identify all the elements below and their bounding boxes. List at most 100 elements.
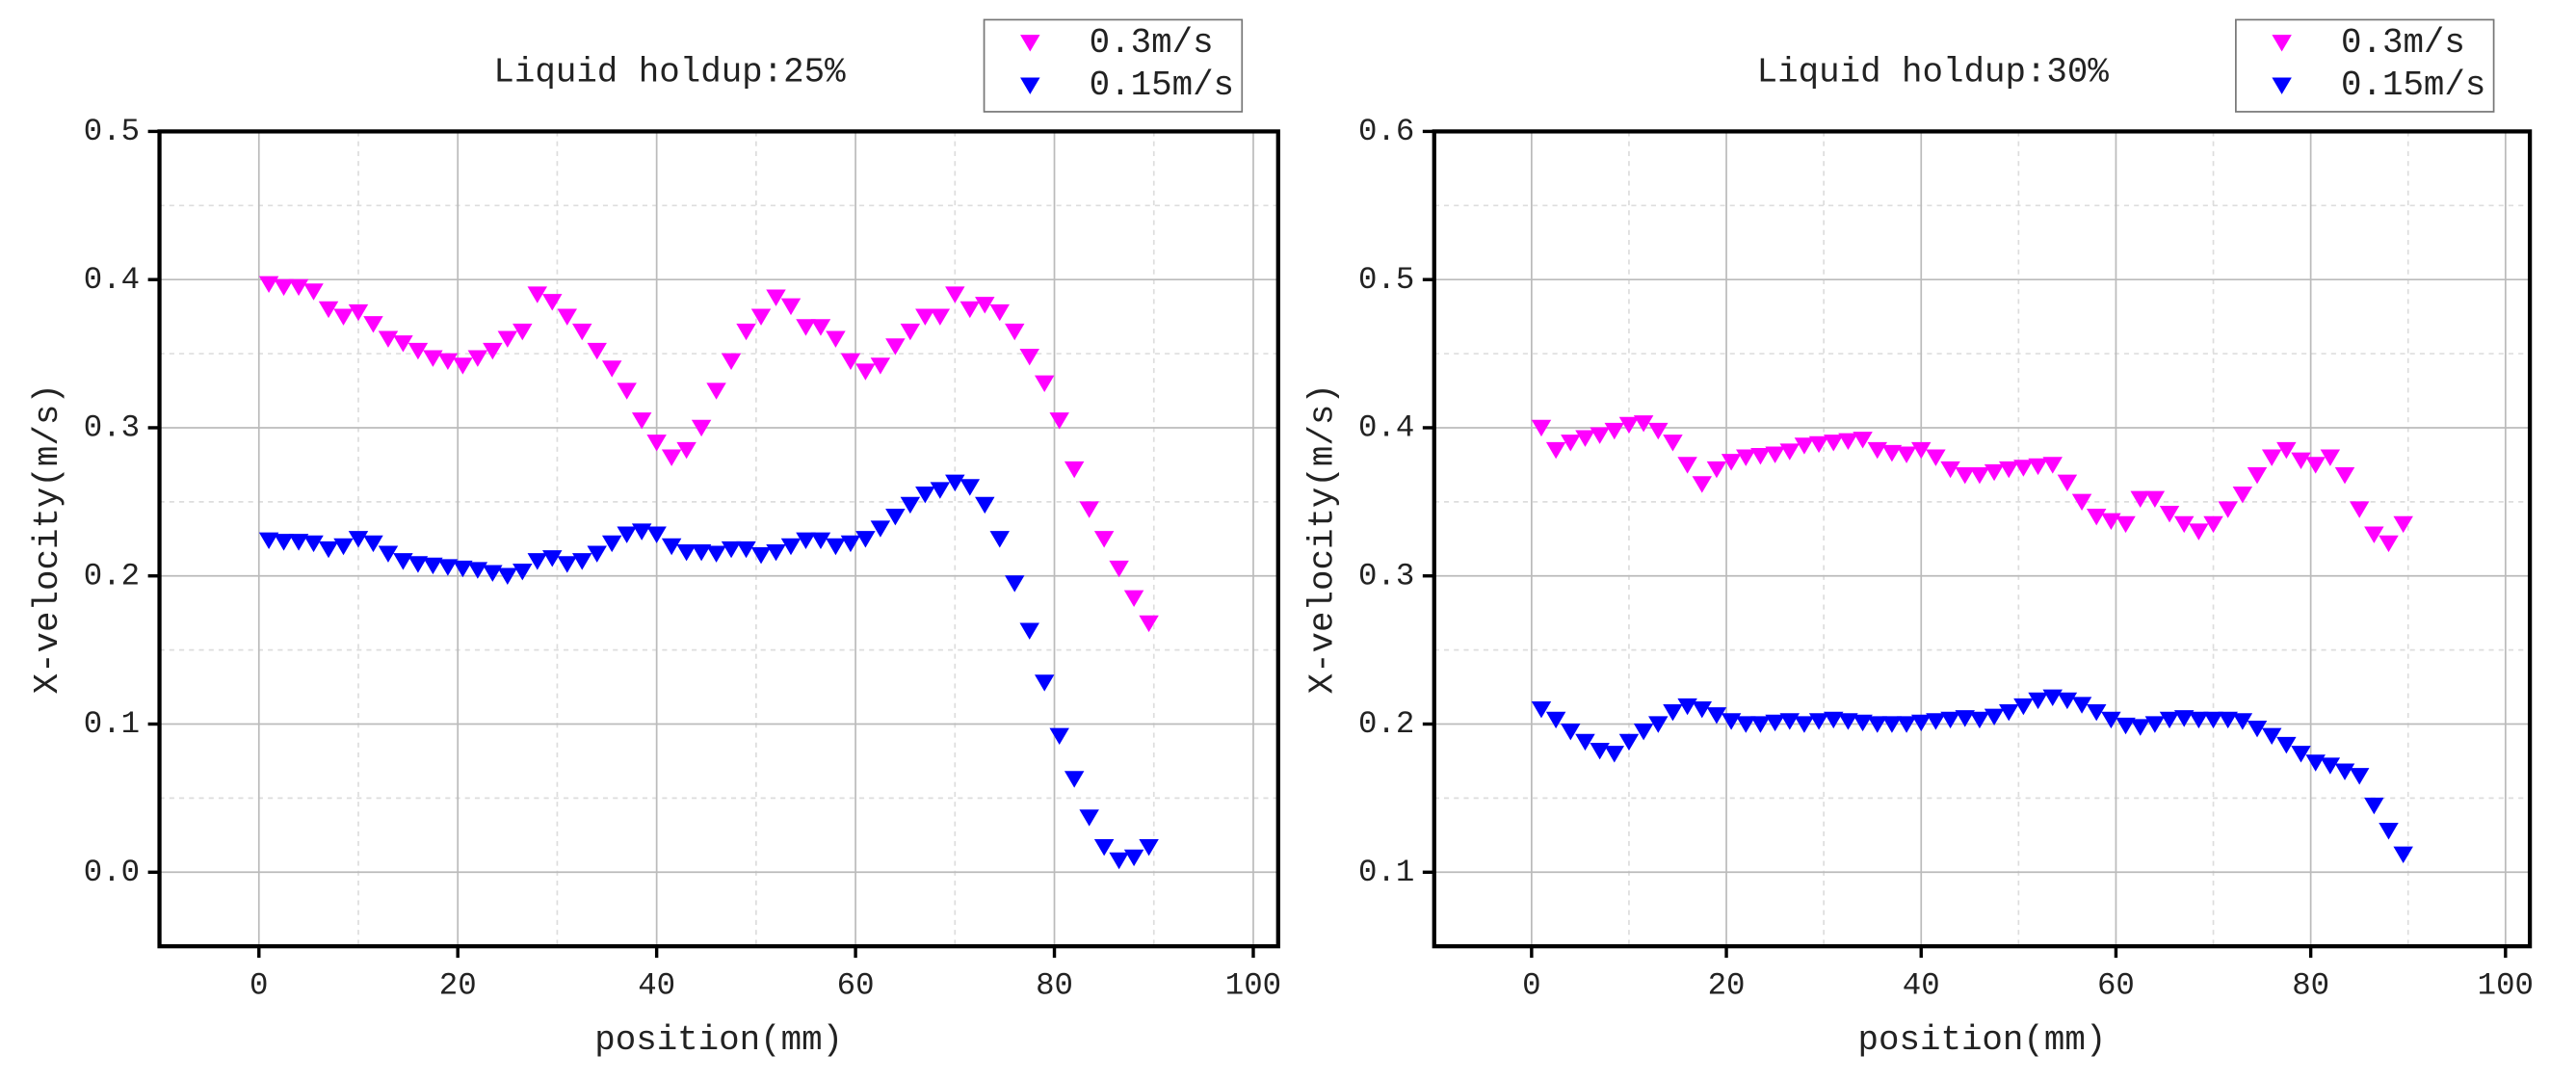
x-tick-label: 0 — [250, 968, 268, 1004]
marker — [601, 535, 622, 553]
marker — [900, 323, 921, 341]
marker — [2028, 458, 2048, 476]
marker — [2130, 719, 2150, 736]
marker — [2189, 523, 2209, 540]
marker — [348, 531, 369, 548]
marker — [601, 360, 622, 378]
marker — [423, 557, 443, 575]
marker — [2057, 692, 2078, 710]
marker — [274, 534, 294, 551]
marker — [1663, 704, 1683, 722]
marker — [2101, 711, 2121, 729]
marker — [1808, 435, 1829, 454]
marker — [1049, 727, 1069, 746]
marker — [542, 294, 563, 311]
marker — [1867, 716, 1887, 733]
marker — [1896, 716, 1917, 733]
marker — [423, 350, 443, 367]
marker — [945, 286, 965, 303]
x-tick-label: 0 — [1522, 968, 1540, 1004]
marker — [453, 560, 473, 578]
marker — [975, 496, 995, 514]
marker — [1049, 412, 1069, 430]
marker — [2086, 704, 2107, 722]
marker — [1721, 713, 1742, 730]
x-tick-label: 20 — [439, 968, 477, 1004]
marker — [1561, 724, 1581, 741]
marker — [587, 342, 607, 360]
x-tick-label: 100 — [1225, 968, 1281, 1004]
marker — [2042, 457, 2063, 474]
marker — [2393, 846, 2413, 864]
y-tick-label: 0.3 — [84, 410, 140, 446]
marker — [1648, 422, 1669, 440]
marker — [766, 543, 786, 562]
marker — [2144, 716, 2166, 733]
marker — [258, 276, 279, 294]
marker — [2349, 501, 2370, 518]
y-tick-label: 0.0 — [84, 855, 140, 890]
marker — [1969, 711, 1990, 729]
marker — [617, 526, 637, 543]
marker — [2232, 713, 2253, 730]
marker — [1064, 461, 1085, 479]
marker — [2173, 515, 2195, 534]
marker — [661, 538, 682, 556]
marker — [840, 353, 861, 370]
x-tick-label: 60 — [2097, 968, 2135, 1004]
marker — [810, 319, 831, 336]
marker — [1618, 416, 1640, 435]
marker — [661, 449, 682, 466]
marker — [2101, 513, 2121, 531]
plot-frame — [1432, 129, 2533, 949]
marker — [393, 553, 413, 570]
marker — [2013, 698, 2034, 716]
marker — [2013, 460, 2034, 477]
marker — [810, 532, 831, 550]
marker — [1940, 711, 1960, 729]
marker — [393, 335, 413, 353]
marker — [691, 543, 712, 562]
marker — [1838, 433, 1858, 451]
marker — [1109, 560, 1129, 578]
plot: 0 20 40 60 80 100 0.0 0.1 0.2 0.3 0.4 0.5 Liquid hol… — [28, 18, 1281, 1060]
marker — [2291, 746, 2311, 763]
marker — [2291, 452, 2311, 470]
marker — [378, 330, 399, 348]
marker — [691, 419, 712, 437]
marker — [363, 535, 383, 553]
marker — [1779, 443, 1800, 461]
marker — [2364, 526, 2384, 543]
marker — [587, 545, 607, 563]
marker — [1853, 714, 1873, 732]
marker — [2247, 720, 2268, 738]
legend-marker — [2272, 77, 2292, 94]
marker — [527, 553, 548, 570]
y-tick-label: 0.1 — [84, 706, 140, 742]
marker — [915, 308, 935, 326]
y-axis-label: X-velocity(m/s) — [1302, 383, 1342, 694]
y-tick-label: 0.1 — [1358, 855, 1414, 890]
marker — [1926, 449, 1946, 466]
marker — [1575, 430, 1595, 447]
marker — [407, 556, 429, 573]
marker — [736, 323, 756, 341]
marker — [1139, 838, 1159, 857]
legend-marker — [1020, 35, 1040, 52]
marker — [2042, 689, 2063, 707]
marker — [1736, 449, 1756, 466]
marker — [1838, 713, 1858, 730]
marker — [1545, 441, 1566, 460]
marker — [1123, 849, 1144, 867]
marker — [303, 535, 324, 553]
marker — [1926, 713, 1946, 730]
marker — [1531, 419, 1552, 437]
y-tick-label: 0.5 — [84, 114, 140, 149]
y-tick-label: 0.6 — [1358, 114, 1414, 149]
marker — [2144, 490, 2166, 508]
marker — [1139, 615, 1159, 633]
marker — [631, 523, 652, 540]
marker — [855, 363, 876, 381]
marker — [513, 563, 533, 581]
marker — [989, 303, 1010, 322]
